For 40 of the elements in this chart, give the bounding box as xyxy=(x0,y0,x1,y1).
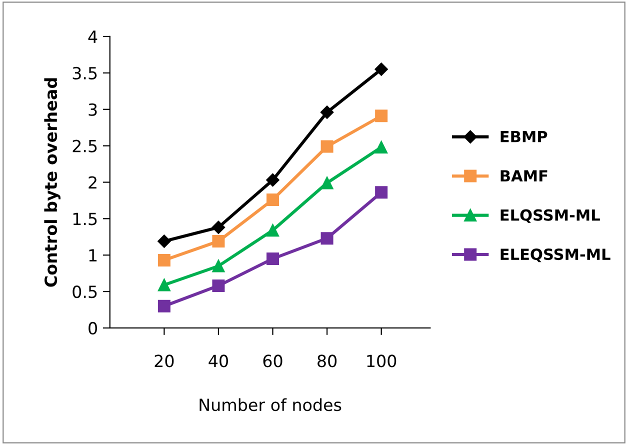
legend-label: EBMP xyxy=(500,131,548,142)
point xyxy=(212,279,225,292)
x-tick-label: 40 xyxy=(208,354,228,368)
y-tick-label: 1.5 xyxy=(73,212,97,226)
point xyxy=(320,176,334,190)
legend-label: ELQSSM-ML xyxy=(500,209,600,223)
point xyxy=(375,110,388,122)
point xyxy=(375,186,388,199)
x-tick-label: 20 xyxy=(154,354,174,368)
point xyxy=(374,62,388,76)
y-tick-label: 2.5 xyxy=(72,140,97,152)
x-tick-label: 100 xyxy=(367,354,396,368)
x-tick-label: 60 xyxy=(263,354,282,368)
x-tick-label: 80 xyxy=(318,354,337,368)
legend-label: ELEQSSM-ML xyxy=(500,248,610,262)
point xyxy=(320,232,334,245)
point xyxy=(158,278,170,292)
point xyxy=(320,106,334,119)
point xyxy=(266,193,280,206)
y-tick-label: 0.5 xyxy=(72,285,97,298)
point xyxy=(158,300,170,312)
y-tick-label: 3 xyxy=(88,103,97,116)
y-tick-label: 2 xyxy=(88,176,96,189)
point xyxy=(266,224,280,237)
y-axis-title: Control byte overhead xyxy=(44,78,60,287)
y-tick-label: 1 xyxy=(89,249,97,262)
point xyxy=(266,252,280,265)
y-tick-label: 3.5 xyxy=(72,66,97,80)
point xyxy=(320,140,334,153)
point xyxy=(212,220,226,234)
point xyxy=(375,141,388,154)
point xyxy=(158,234,171,248)
x-axis-title: Number of nodes xyxy=(200,398,342,412)
y-tick-label: 4 xyxy=(88,30,98,43)
point xyxy=(158,254,170,266)
legend-label: BAMF xyxy=(500,170,548,182)
point xyxy=(212,235,225,248)
point xyxy=(266,173,280,187)
point xyxy=(212,260,225,272)
y-tick-label: 0 xyxy=(88,322,97,335)
